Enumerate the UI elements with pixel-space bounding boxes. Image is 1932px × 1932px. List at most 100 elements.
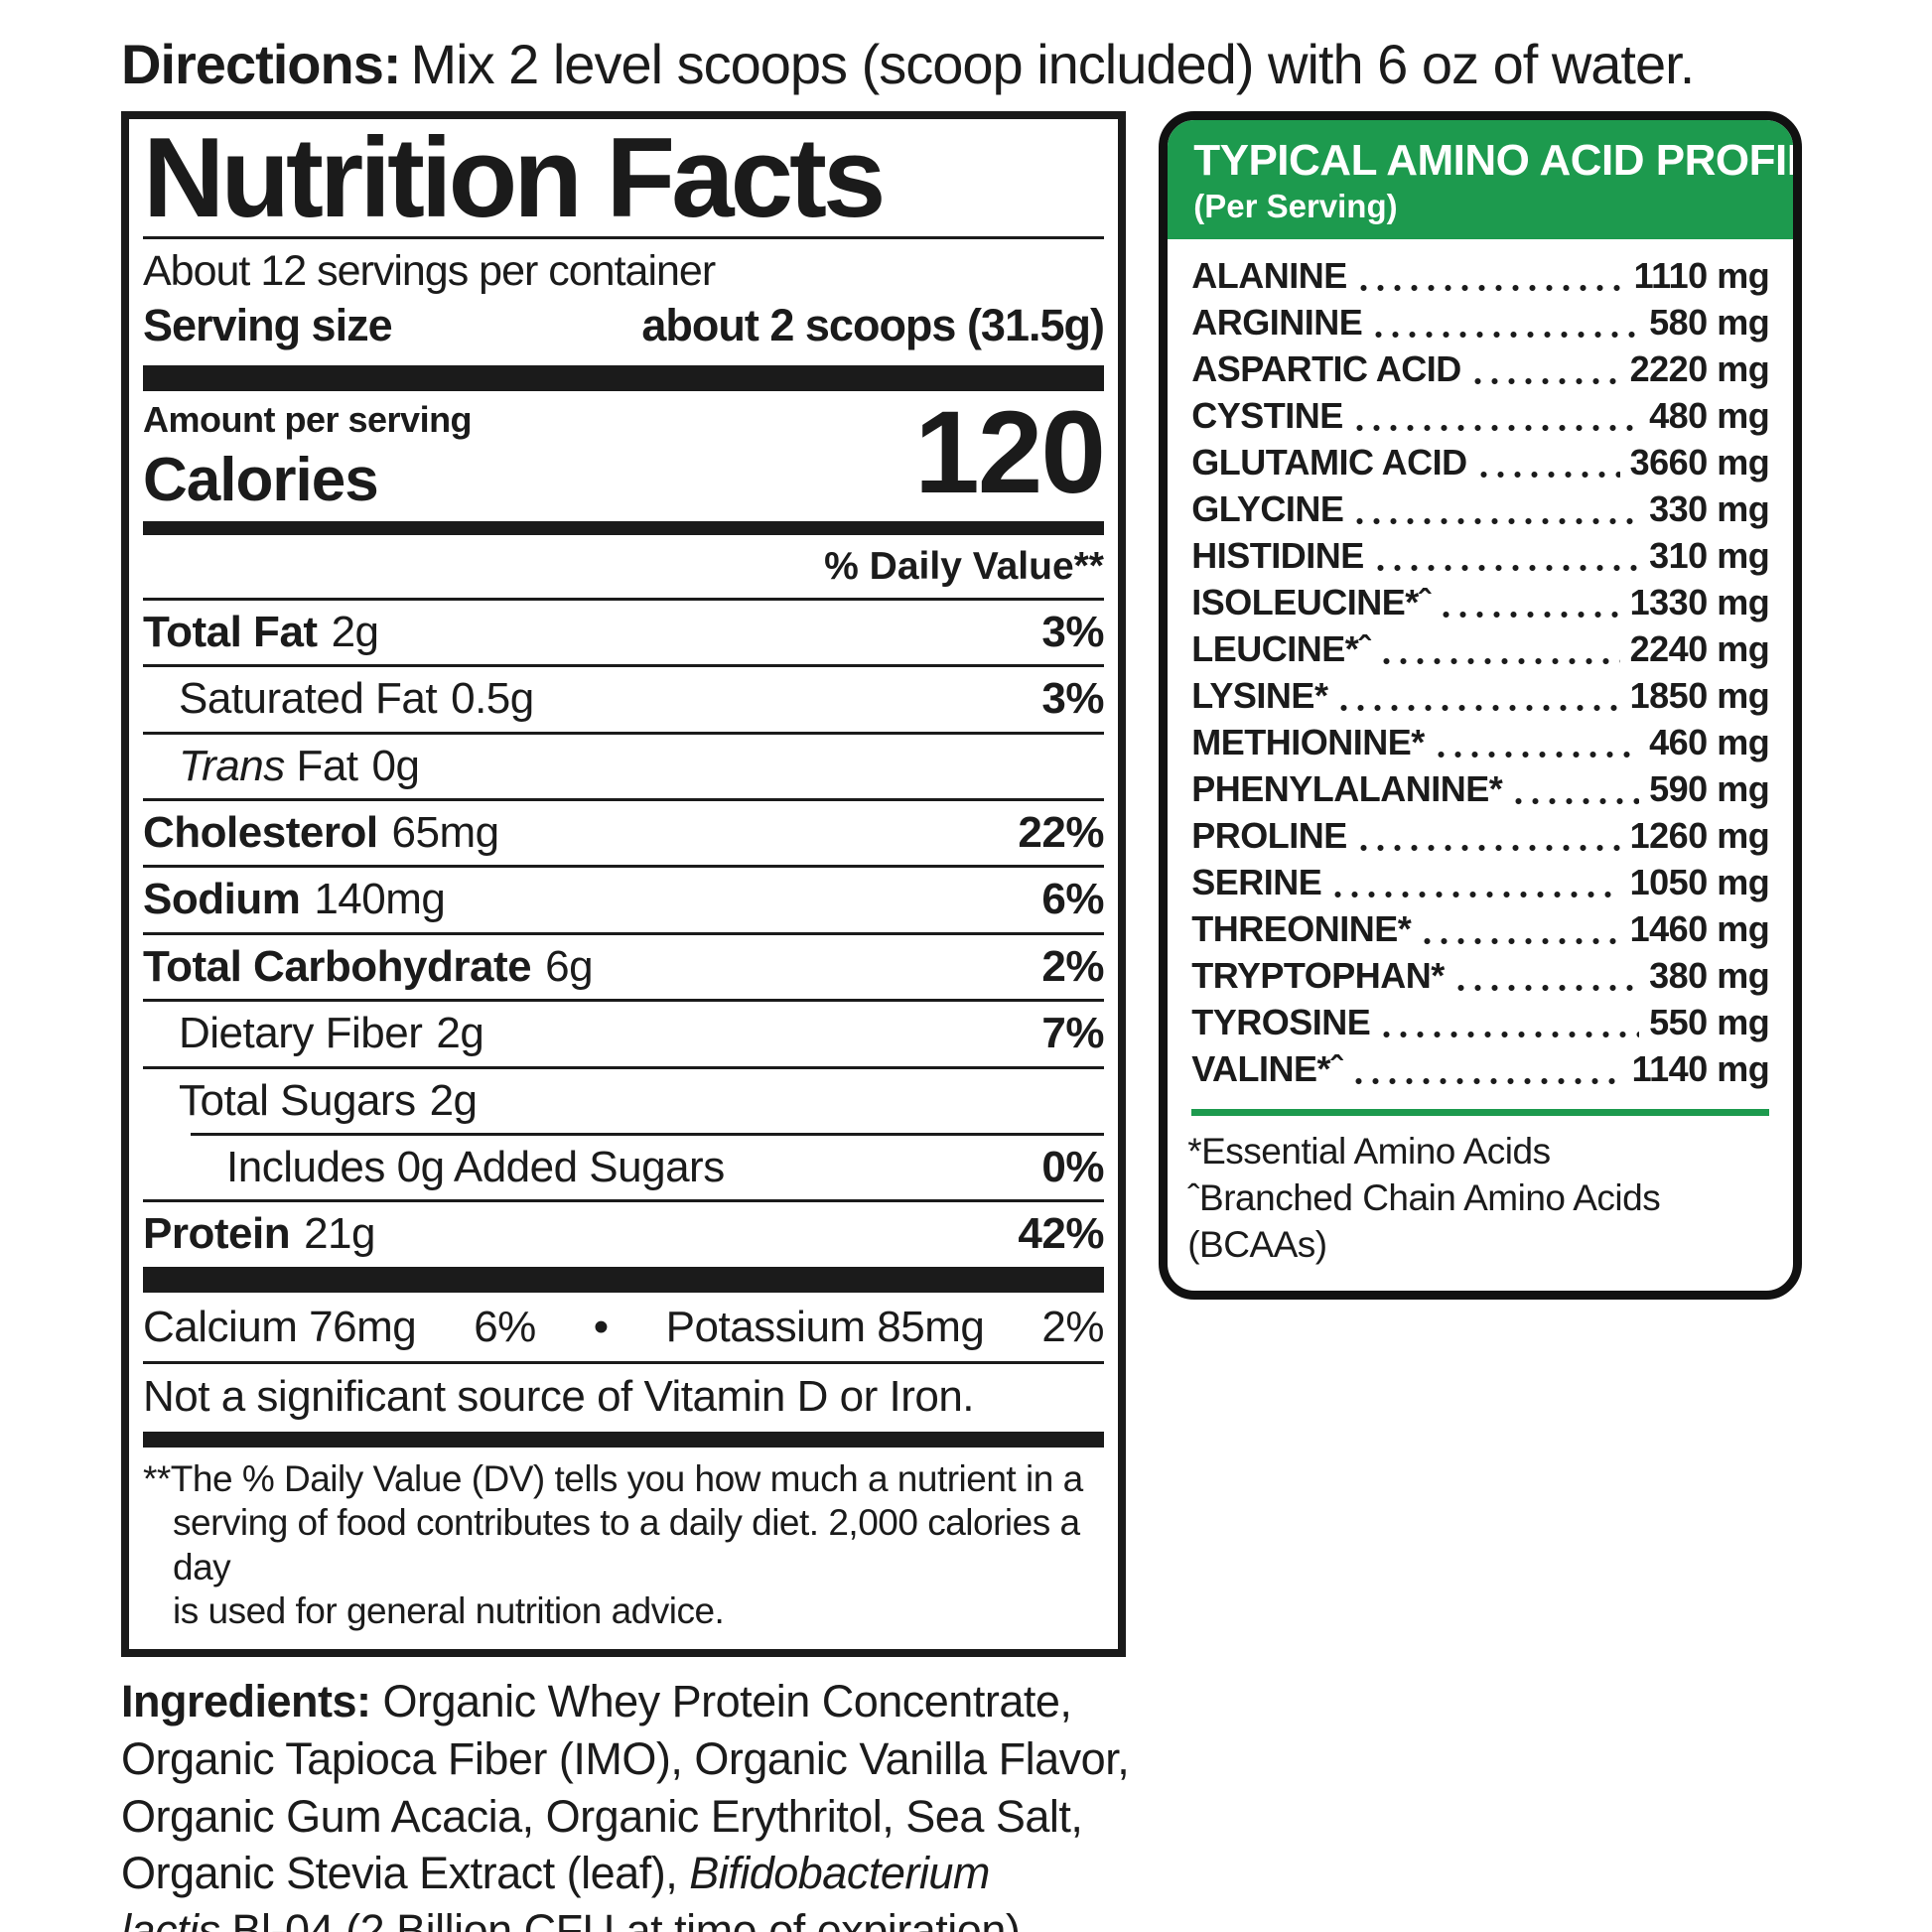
amino-rows: ALANINE 1110 mg ARGININE 580 mg ASPARTIC…: [1168, 239, 1793, 1097]
dotted-leader: [1370, 301, 1640, 348]
amino-row: ASPARTIC ACID 2220 mg: [1191, 347, 1770, 395]
ingredients-line: Organic Tapioca Fiber (IMO), Organic Van…: [121, 1732, 1130, 1784]
amino-value: 310 mg: [1649, 534, 1770, 576]
amino-row: SERINE 1050 mg: [1191, 861, 1770, 908]
amino-row: GLYCINE 330 mg: [1191, 487, 1770, 535]
directions-label: Directions:: [121, 33, 401, 95]
amino-row: ISOLEUCINE*ˆ 1330 mg: [1191, 581, 1770, 628]
amino-value: 1460 mg: [1629, 907, 1770, 949]
amino-name: PROLINE: [1191, 814, 1347, 856]
nutrient-name: Total Fat 2g: [143, 607, 379, 656]
amino-value: 1260 mg: [1629, 814, 1770, 856]
ingredients-section: Ingredients: Organic Whey Protein Concen…: [121, 1673, 1130, 1932]
amino-row: ARGININE 580 mg: [1191, 301, 1770, 348]
daily-value-footnote: **The % Daily Value (DV) tells you how m…: [143, 1448, 1104, 1650]
amino-value: 2240 mg: [1629, 627, 1770, 669]
amino-value: 460 mg: [1649, 721, 1770, 762]
amino-name: GLUTAMIC ACID: [1191, 441, 1467, 483]
amino-row: THREONINE* 1460 mg: [1191, 907, 1770, 955]
amino-row: VALINE*ˆ 1140 mg: [1191, 1047, 1770, 1095]
amino-name: ISOLEUCINE*ˆ: [1191, 581, 1431, 622]
nutrient-dv: 42%: [1018, 1209, 1104, 1259]
calories-row: Amount per serving Calories 120: [143, 391, 1106, 521]
daily-value-header: % Daily Value**: [824, 544, 1104, 588]
green-divider: [1191, 1108, 1770, 1116]
ingredients-label: Ingredients:: [121, 1676, 371, 1727]
calcium-value: Calcium 76mg: [143, 1302, 417, 1351]
amino-value: 1140 mg: [1631, 1047, 1770, 1089]
ingredients-line: Organic Gum Acacia, Organic Erythritol, …: [121, 1790, 1083, 1842]
dotted-leader: [1510, 767, 1640, 815]
amino-row: TRYPTOPHAN* 380 mg: [1191, 954, 1770, 1002]
amino-row: METHIONINE* 460 mg: [1191, 721, 1770, 768]
potassium-value: Potassium 85mg: [665, 1302, 985, 1351]
dotted-leader: [1451, 954, 1640, 1002]
nutrient-name: Includes 0g Added Sugars: [226, 1142, 725, 1191]
amino-row: CYSTINE 480 mg: [1191, 394, 1770, 442]
amino-row: GLUTAMIC ACID 3660 mg: [1191, 441, 1770, 488]
amino-name: THREONINE*: [1191, 907, 1412, 949]
amino-name: ASPARTIC ACID: [1191, 347, 1461, 389]
amino-name: LEUCINE*ˆ: [1191, 627, 1370, 669]
dotted-leader: [1438, 581, 1620, 628]
amino-name: SERINE: [1191, 861, 1322, 902]
nutrient-dv: 22%: [1018, 808, 1104, 858]
bcaa-note: ˆBranched Chain Amino Acids (BCAAs): [1187, 1176, 1661, 1266]
dotted-leader: [1371, 534, 1640, 582]
small-divider-bar: [143, 1431, 1104, 1448]
amino-value: 590 mg: [1649, 767, 1770, 809]
amino-row: PHENYLALANINE* 590 mg: [1191, 767, 1770, 815]
nutrient-row-sodium: Sodium 140mg 6%: [143, 865, 1104, 931]
serving-size-row: Serving size about 2 scoops (31.5g): [143, 296, 1105, 365]
amino-value: 3660 mg: [1629, 441, 1770, 483]
amino-panel-title: TYPICAL AMINO ACID PROFILE: [1193, 135, 1803, 185]
nutrient-row-cholesterol: Cholesterol 65mg 22%: [143, 798, 1104, 865]
servings-per-container: About 12 servings per container: [143, 246, 716, 295]
dotted-leader: [1350, 394, 1640, 442]
nutrient-name: Total Sugars 2g: [179, 1075, 478, 1125]
amino-name: GLYCINE: [1191, 487, 1344, 529]
amino-value: 580 mg: [1649, 301, 1770, 343]
dotted-leader: [1351, 487, 1640, 535]
dotted-leader: [1329, 861, 1620, 908]
nutrition-facts-title: Nutrition Facts: [143, 114, 886, 241]
nutrient-name: Saturated Fat 0.5g: [179, 674, 534, 724]
dotted-leader: [1377, 627, 1620, 675]
nutrient-dv: 3%: [1041, 674, 1104, 724]
amino-name: CYSTINE: [1191, 394, 1343, 436]
amino-row: HISTIDINE 310 mg: [1191, 534, 1770, 582]
thick-divider-bar: [143, 1266, 1104, 1293]
nutrient-name: Sodium 140mg: [143, 875, 446, 924]
ingredients-line: Organic Stevia Extract (leaf), Bifidobac…: [121, 1848, 990, 1899]
partial-divider: [191, 1132, 1104, 1136]
amino-name: ARGININE: [1191, 301, 1363, 343]
amino-name: VALINE*ˆ: [1191, 1047, 1342, 1089]
amino-name: ALANINE: [1191, 254, 1347, 296]
calcium-dv: 6%: [474, 1302, 536, 1351]
nutrient-row-protein: Protein 21g 42%: [143, 1199, 1104, 1266]
nutrient-row-added-sugars: Includes 0g Added Sugars 0%: [143, 1136, 1104, 1199]
amino-value: 380 mg: [1649, 954, 1770, 996]
amino-value: 1050 mg: [1629, 861, 1770, 902]
amino-row: LEUCINE*ˆ 2240 mg: [1191, 627, 1770, 675]
dotted-leader: [1354, 254, 1624, 302]
nutrient-row-saturated-fat: Saturated Fat 0.5g 3%: [143, 664, 1104, 731]
directions-line: Directions: Mix 2 level scoops (scoop inc…: [121, 34, 1892, 95]
amount-per-serving-label: Amount per serving: [143, 398, 473, 440]
not-significant-note: Not a significant source of Vitamin D or…: [143, 1360, 1104, 1432]
nutrient-name: Total Carbohydrate 6g: [143, 941, 594, 991]
bullet-separator: •: [593, 1302, 609, 1351]
ingredients-line: lactis Bl-04 (2 Billion CFU at time of e…: [121, 1904, 1033, 1932]
amino-row: LYSINE* 1850 mg: [1191, 674, 1770, 722]
amino-row: PROLINE 1260 mg: [1191, 814, 1770, 862]
calories-label: Calories: [143, 445, 379, 514]
amino-name: PHENYLALANINE*: [1191, 767, 1503, 809]
nutrient-dv: 2%: [1041, 941, 1104, 991]
serving-size-label: Serving size: [143, 299, 393, 350]
footnote-line: serving of food contributes to a daily d…: [173, 1502, 1080, 1587]
footnote-line: **The % Daily Value (DV) tells you how m…: [143, 1457, 1083, 1499]
left-column: Nutrition Facts About 12 servings per co…: [121, 110, 1130, 1932]
ingredients-line: Ingredients: Organic Whey Protein Concen…: [121, 1676, 1072, 1727]
nutrient-dv: 6%: [1041, 875, 1104, 924]
